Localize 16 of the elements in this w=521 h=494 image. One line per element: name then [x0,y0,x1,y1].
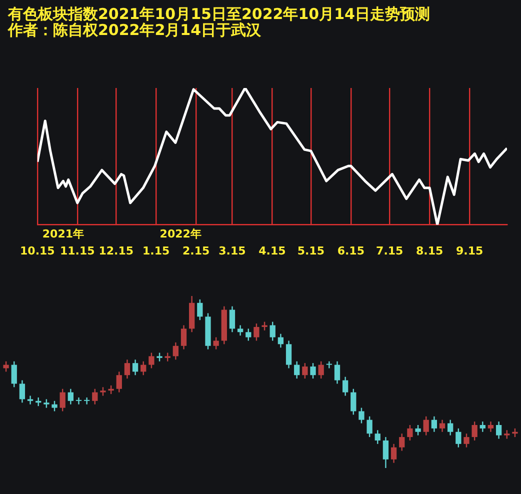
x-tick-label: 2.15 [182,244,210,258]
x-tick-label: 6.15 [337,244,364,258]
x-tick-label: 9.15 [456,244,484,258]
x-tick-label: 10.15 [20,244,55,258]
x-tick-label: 4.15 [258,244,286,258]
chart-title: 有色板块指数2021年10月15日至2022年10月14日走势预测 [8,5,430,23]
x-tick-label: 5.15 [297,244,324,258]
chart-subtitle: 作者：陈自权2022年2月14日于武汉 [8,21,262,39]
x-tick-label: 11.15 [60,244,95,258]
x-tick-label: 3.15 [218,244,246,258]
x-tick-label: 12.15 [98,244,134,258]
text: 2022年 [160,228,202,241]
text: 2021年 [42,228,84,241]
x-tick-label: 7.15 [376,244,404,258]
x-tick-label: 1.15 [142,244,170,258]
x-tick-label: 8.15 [416,244,444,258]
